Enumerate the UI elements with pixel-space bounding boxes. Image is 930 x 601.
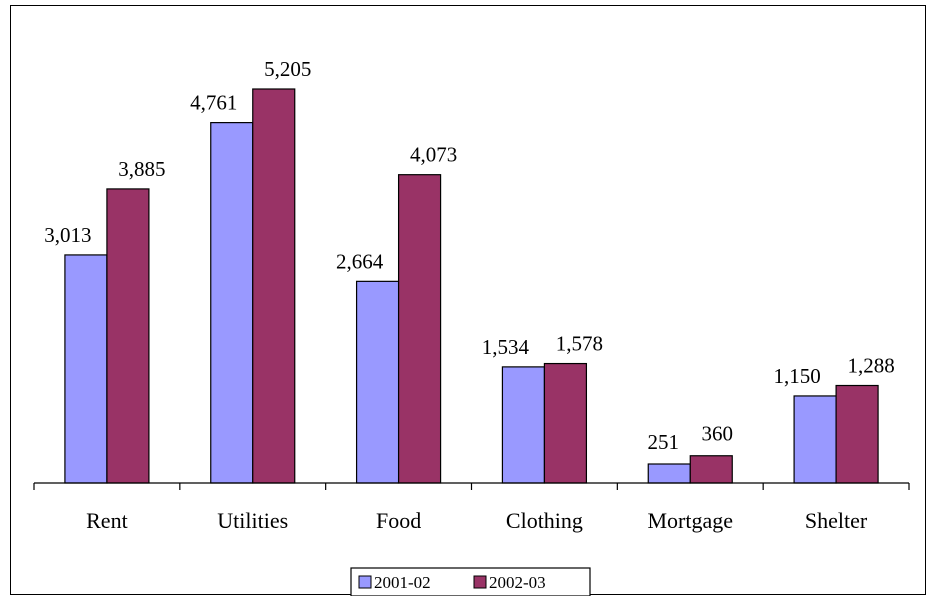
- category-label-food: Food: [376, 508, 421, 533]
- bar-mortgage-2001-02: [647, 463, 691, 484]
- legend-label-2001-02: 2001-02: [374, 573, 431, 592]
- bar-shelter-2001-02: [793, 395, 837, 484]
- value-label-clothing-2002-03: 1,578: [556, 332, 603, 356]
- value-label-mortgage-2002-03: 360: [702, 422, 734, 446]
- bar-shelter-2002-03: [835, 384, 879, 484]
- bar-utilities-2001-02: [210, 122, 254, 484]
- bar-rent-2002-03: [106, 188, 150, 484]
- category-label-clothing: Clothing: [506, 508, 583, 533]
- value-label-food-2002-03: 4,073: [410, 143, 457, 167]
- x-axis-ticks: [33, 483, 910, 490]
- value-label-shelter-2002-03: 1,288: [847, 354, 894, 378]
- category-labels: Rent Utilities Food Clothing Mortgage Shelter: [86, 508, 868, 533]
- category-label-rent: Rent: [86, 508, 128, 533]
- bar-chart: 3,013 3,885 4,761 5,205 2,664 4,073 1,534 1,578…: [33, 57, 910, 597]
- bar-clothing-2002-03: [543, 362, 588, 484]
- legend-swatch-2002-03: [473, 575, 487, 589]
- category-label-utilities: Utilities: [217, 508, 288, 533]
- chart-frame: 3,013 3,885 4,761 5,205 2,664 4,073 1,534 1,578…: [10, 5, 926, 597]
- bar-food-2002-03: [397, 174, 442, 484]
- value-label-food-2001-02: 2,664: [336, 249, 384, 273]
- legend: 2001-02 2002-03: [350, 567, 591, 597]
- legend-swatch-2001-02: [358, 575, 372, 589]
- category-label-shelter: Shelter: [805, 508, 868, 533]
- value-label-utilities-2002-03: 5,205: [264, 57, 311, 81]
- bar-rent-2001-02: [64, 254, 108, 484]
- value-label-rent-2001-02: 3,013: [44, 223, 91, 247]
- bar-food-2001-02: [355, 280, 400, 484]
- category-label-mortgage: Mortgage: [647, 508, 733, 533]
- bar-mortgage-2002-03: [689, 455, 733, 484]
- value-labels-layer: 3,013 3,885 4,761 5,205 2,664 4,073 1,534 1,578…: [44, 57, 894, 454]
- value-label-utilities-2001-02: 4,761: [190, 91, 237, 115]
- legend-label-2002-03: 2002-03: [489, 573, 546, 592]
- legend-border: [350, 567, 591, 597]
- value-label-mortgage-2001-02: 251: [648, 430, 680, 454]
- bars-layer: [64, 88, 879, 484]
- bar-clothing-2001-02: [501, 366, 546, 484]
- bar-utilities-2002-03: [252, 88, 296, 484]
- value-label-rent-2002-03: 3,885: [118, 157, 165, 181]
- value-label-clothing-2001-02: 1,534: [482, 335, 530, 359]
- value-label-shelter-2001-02: 1,150: [773, 364, 820, 388]
